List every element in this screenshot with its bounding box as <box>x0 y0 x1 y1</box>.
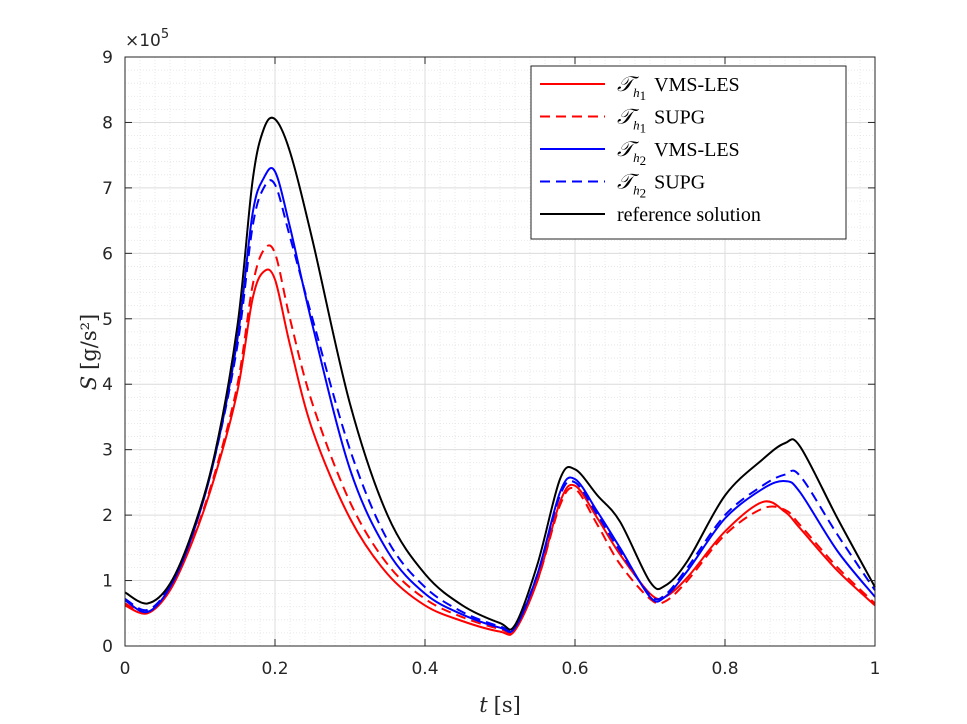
x-tick-label: 0.6 <box>561 659 588 679</box>
y-multiplier: ×105 <box>125 27 169 51</box>
y-tick-label: 5 <box>102 310 113 330</box>
y-tick-labels: 0 1 2 3 4 5 6 7 8 9 <box>102 48 113 657</box>
legend-label: 𝒯h1 VMS-LES <box>617 72 740 103</box>
y-tick-label: 3 <box>102 441 113 461</box>
series-line-2 <box>124 167 876 634</box>
y-tick-label: 7 <box>102 179 113 199</box>
y-tick-label: 4 <box>102 375 113 395</box>
x-tick-label: 0.4 <box>411 659 438 679</box>
y-tick-label: 9 <box>102 48 113 68</box>
x-tick-label: 0 <box>120 659 131 679</box>
x-tick-label: 0.2 <box>261 659 288 679</box>
y-tick-label: 0 <box>102 637 113 657</box>
series-line-3 <box>124 179 876 632</box>
y-tick-label: 2 <box>102 506 113 526</box>
series-line-4 <box>124 116 876 631</box>
y-tick-label: 6 <box>102 244 113 264</box>
y-axis-label: S[g/s²] <box>77 314 101 391</box>
ticks <box>124 56 876 647</box>
series-line-0 <box>124 268 876 636</box>
series-line-1 <box>124 244 876 635</box>
y-tick-label: 8 <box>102 113 113 133</box>
series-layer <box>124 116 876 636</box>
x-tick-label: 0.8 <box>711 659 738 679</box>
x-axis-label: t [s] <box>479 693 521 717</box>
legend-label: reference solution <box>617 204 761 226</box>
legend-box <box>530 65 847 240</box>
x-tick-labels: 0 0.2 0.4 0.6 0.8 1 <box>120 659 881 679</box>
y-tick-label: 1 <box>102 572 113 592</box>
legend-label: 𝒯h2 VMS-LES <box>617 137 740 168</box>
x-tick-label: 1 <box>870 659 881 679</box>
plot-frame <box>124 56 876 647</box>
